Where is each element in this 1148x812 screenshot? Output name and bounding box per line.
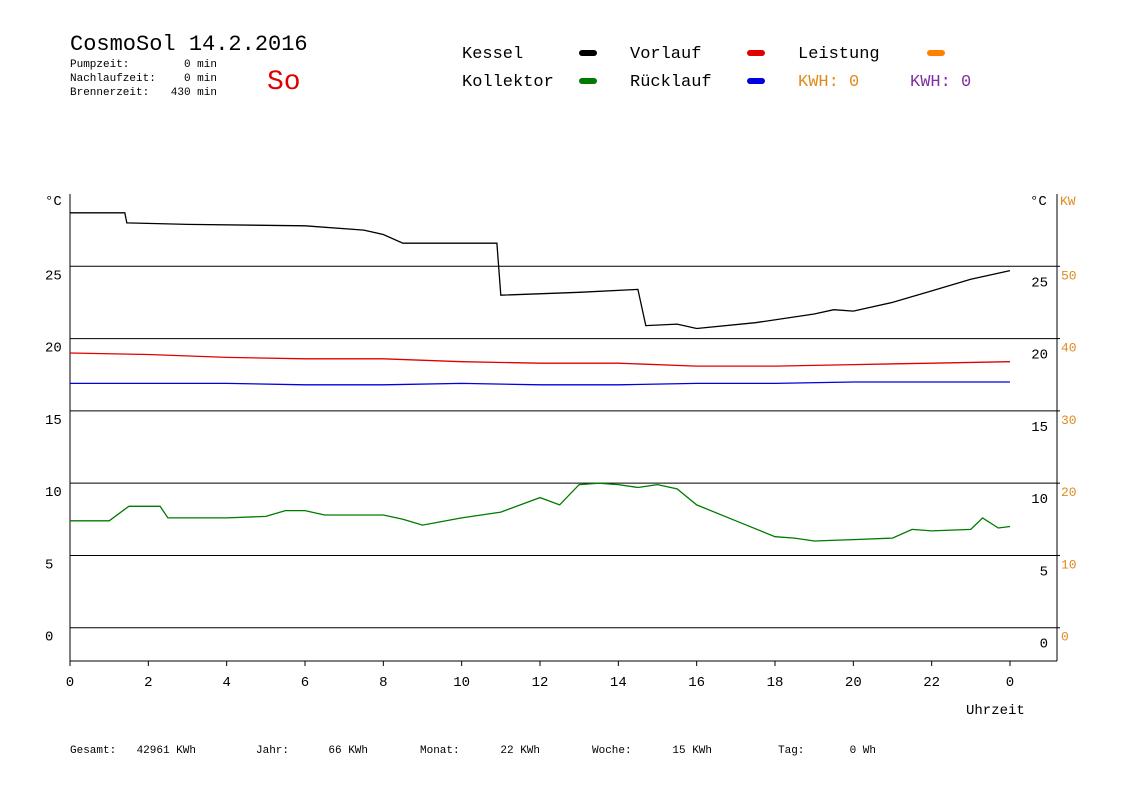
y-tick-label-right: 25 [1031, 275, 1048, 291]
x-axis-label: Uhrzeit [966, 703, 1025, 719]
y-tick-label: 15 [45, 413, 62, 429]
info-value: 430 min [171, 87, 217, 99]
chart-title: CosmoSol 14.2.2016 [70, 32, 308, 57]
x-tick-label: 6 [301, 675, 309, 691]
y2-tick-label: 20 [1061, 485, 1077, 500]
y-tick-label-right: 0 [1040, 637, 1048, 653]
y-tick-label-right: 10 [1031, 492, 1048, 508]
info-label: Nachlaufzeit: [70, 73, 156, 85]
y-tick-label-right: 20 [1031, 348, 1048, 364]
legend-label: Leistung [798, 45, 880, 64]
legend-label: Rücklauf [630, 73, 712, 92]
legend-label: Kessel [462, 45, 523, 64]
info-label: Pumpzeit: [70, 59, 129, 71]
x-tick-label: 22 [923, 675, 940, 691]
legend-label: Vorlauf [630, 45, 701, 64]
x-tick-label: 18 [767, 675, 784, 691]
x-tick-label: 2 [144, 675, 152, 691]
y2-tick-label: 0 [1061, 630, 1069, 645]
day-label: So [267, 67, 301, 98]
y-tick-label: 25 [45, 268, 62, 284]
series-line [70, 212, 1011, 330]
series-line [70, 482, 1011, 542]
x-tick-label: 14 [610, 675, 627, 691]
y-tick-label-right: 5 [1040, 564, 1048, 580]
series-line [70, 381, 1010, 386]
y2-tick-label: 50 [1061, 268, 1077, 283]
total-value: 42961 KWh [137, 745, 196, 757]
total-label: Monat: [420, 745, 460, 757]
total-label: Jahr: [256, 745, 289, 757]
y-unit-right: °C [1030, 194, 1047, 210]
y-unit: °C [45, 194, 62, 210]
total-label: Gesamt: [70, 745, 116, 757]
x-tick-label: 8 [379, 675, 387, 691]
y2-tick-label: 10 [1061, 557, 1077, 572]
info-value: 0 min [184, 59, 217, 71]
total-value: 15 KWh [672, 745, 712, 757]
total-label: Woche: [592, 745, 632, 757]
y2-tick-label: 40 [1061, 341, 1077, 356]
series-line [69, 352, 1011, 367]
y-tick-label-right: 15 [1031, 420, 1048, 436]
y-tick-label: 20 [45, 341, 62, 357]
y-tick-label: 10 [45, 485, 62, 501]
x-tick-label: 0 [66, 675, 74, 691]
total-value: 66 KWh [328, 745, 368, 757]
total-label: Tag: [778, 745, 804, 757]
x-tick-label: 4 [222, 675, 230, 691]
y2-tick-label: 30 [1061, 413, 1077, 428]
total-value: 0 Wh [850, 745, 876, 757]
x-tick-label: 10 [453, 675, 470, 691]
y-tick-label: 0 [45, 630, 53, 646]
kwh-label: KWH: 0 [910, 73, 971, 92]
x-tick-label: 0 [1006, 675, 1014, 691]
x-tick-label: 12 [532, 675, 549, 691]
legend-label: Kollektor [462, 73, 554, 92]
info-label: Brennerzeit: [70, 87, 149, 99]
info-value: 0 min [184, 73, 217, 85]
x-tick-label: 20 [845, 675, 862, 691]
kwh-label: KWH: 0 [798, 73, 859, 92]
total-value: 22 KWh [500, 745, 540, 757]
y2-unit: KW [1060, 194, 1076, 209]
x-tick-label: 16 [688, 675, 705, 691]
y-tick-label: 5 [45, 557, 53, 573]
